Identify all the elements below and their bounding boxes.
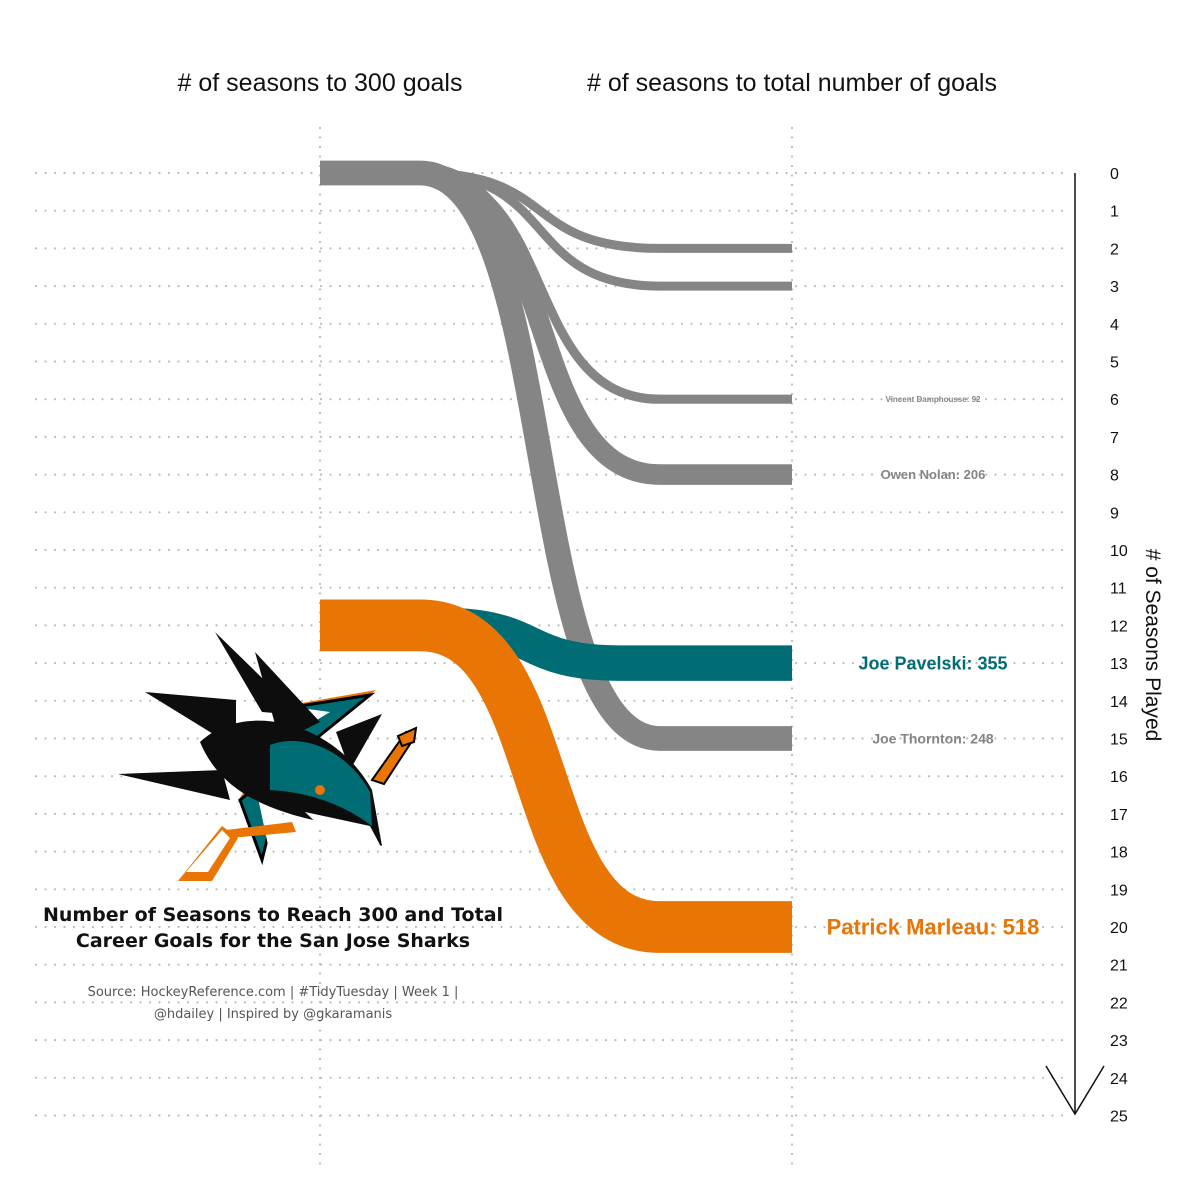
y-tick-label-22: 22	[1110, 995, 1128, 1012]
y-tick-label-13: 13	[1110, 656, 1128, 673]
y-tick-label-23: 23	[1110, 1033, 1128, 1050]
y-axis: 0123456789101112131415161718192021222324…	[1045, 166, 1128, 1126]
y-tick-label-9: 9	[1110, 505, 1119, 522]
source-line-2: @hdailey | Inspired by @gkaramanis	[154, 1007, 393, 1022]
y-tick-label-15: 15	[1110, 732, 1128, 749]
y-tick-label-20: 20	[1110, 920, 1128, 937]
y-tick-label-18: 18	[1110, 845, 1128, 862]
y-tick-label-3: 3	[1110, 279, 1119, 296]
player-labels: Patrick Marleau: 518 Joe Pavelski: 355 Joe…	[827, 395, 1040, 940]
y-tick-label-0: 0	[1110, 166, 1119, 183]
y-tick-label-25: 25	[1110, 1109, 1128, 1126]
y-tick-label-19: 19	[1110, 882, 1128, 899]
y-tick-label-5: 5	[1110, 355, 1119, 372]
san-jose-sharks-logo	[118, 632, 418, 881]
label-vincent-damphousse: Vincent Damphousse: 92	[886, 395, 982, 404]
flow-series-5	[320, 168, 792, 291]
y-tick-label-24: 24	[1110, 1071, 1128, 1088]
flows	[320, 160, 792, 953]
right-column-header: # of seasons to total number of goals	[587, 69, 997, 97]
y-tick-label-1: 1	[1110, 204, 1119, 221]
y-tick-label-6: 6	[1110, 392, 1119, 409]
y-tick-label-8: 8	[1110, 468, 1119, 485]
y-tick-label-17: 17	[1110, 807, 1128, 824]
y-tick-label-7: 7	[1110, 430, 1119, 447]
flow-series-6	[320, 168, 792, 253]
chart-title-line-2: Career Goals for the San Jose Sharks	[76, 930, 470, 952]
flow-patrick-marleau	[320, 599, 792, 953]
chart-title-line-1: Number of Seasons to Reach 300 and Total	[43, 904, 503, 926]
y-tick-label-21: 21	[1110, 958, 1128, 975]
label-patrick-marleau: Patrick Marleau: 518	[827, 915, 1040, 940]
y-tick-label-4: 4	[1110, 317, 1119, 334]
label-owen-nolan: Owen Nolan: 206	[881, 467, 986, 482]
y-tick-label-2: 2	[1110, 241, 1119, 258]
label-joe-thornton: Joe Thornton: 248	[872, 730, 994, 746]
label-joe-pavelski: Joe Pavelski: 355	[858, 653, 1007, 673]
y-axis-arrowhead	[1045, 1065, 1105, 1116]
y-tick-label-12: 12	[1110, 618, 1128, 635]
y-tick-label-11: 11	[1110, 581, 1127, 598]
y-tick-label-14: 14	[1110, 694, 1128, 711]
left-column-header: # of seasons to 300 goals	[178, 69, 463, 97]
y-axis-title: # of Seasons Played	[1141, 549, 1164, 742]
source-line-1: Source: HockeyReference.com | #TidyTuesd…	[88, 985, 459, 1000]
y-tick-label-16: 16	[1110, 769, 1128, 786]
y-tick-label-10: 10	[1110, 543, 1128, 560]
